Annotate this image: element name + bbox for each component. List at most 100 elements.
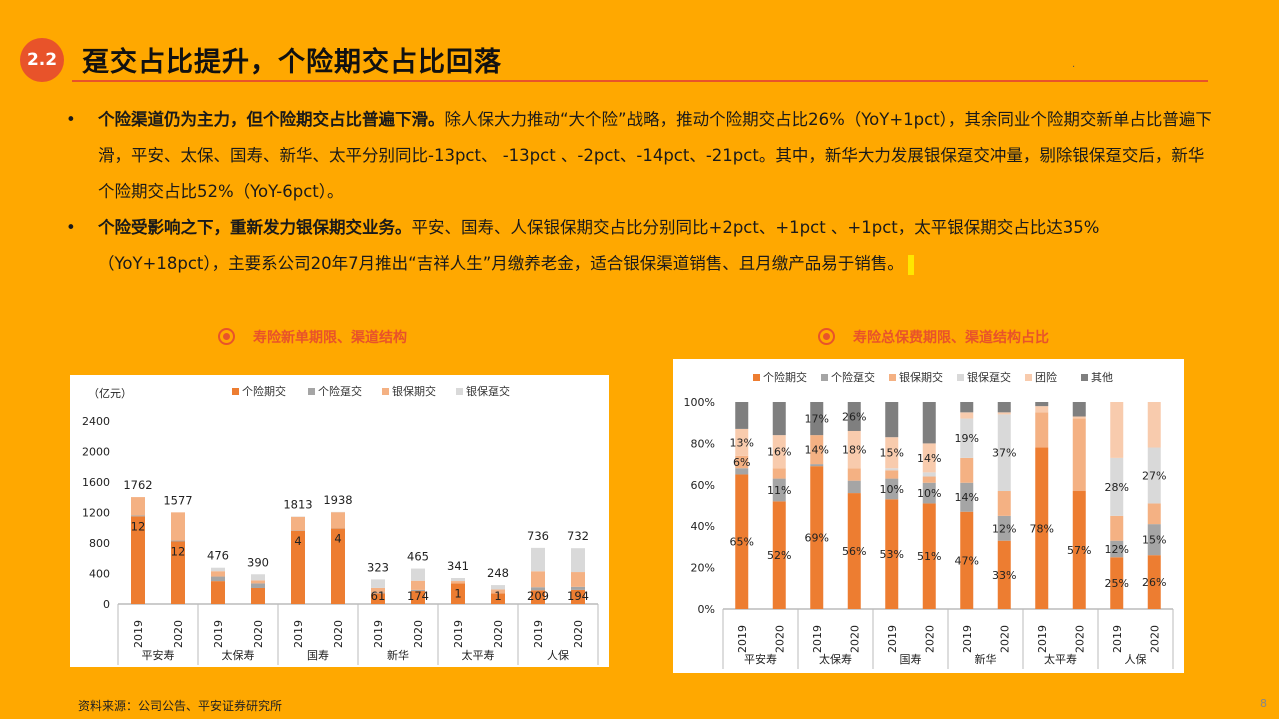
bar-segment — [1147, 555, 1161, 609]
x-tick-label: 2020 — [172, 620, 185, 648]
bar-total-label: 476 — [207, 549, 229, 563]
bar-total-label: 341 — [447, 559, 469, 573]
bar-segment — [491, 589, 505, 594]
bullet-item-1: • 个险渠道仍为主力，但个险期交占比普遍下滑。除人保大力推动“大个险”战略，推动… — [66, 102, 1216, 210]
y-tick-label: 100% — [684, 396, 715, 409]
bar-segment-label: 15% — [880, 447, 904, 460]
right-chart-panel: 个险期交 个险趸交 银保期交 银保趸交 团险 其他 0% 20% 40% 60% 80% 100% 20… — [673, 359, 1184, 673]
legend-label: 银保期交 — [899, 370, 943, 384]
legend-label: 个险期交 — [242, 384, 286, 398]
legend-label: 银保趸交 — [466, 384, 510, 398]
bar-total-label: 1813 — [283, 497, 312, 511]
x-tick-label: 2019 — [811, 625, 824, 653]
group-label: 新华 — [975, 652, 997, 666]
bar-segment-label: 69% — [805, 532, 829, 545]
bar-segment — [411, 591, 425, 604]
bar-segment — [772, 478, 786, 502]
bar-inner-label: 174 — [407, 589, 429, 603]
bar-segment — [1035, 447, 1049, 609]
bar-segment-label: 56% — [842, 545, 866, 558]
legend-swatch — [889, 374, 896, 381]
bar-segment — [251, 587, 265, 604]
bar-inner-label: 1 — [454, 586, 461, 600]
group-label: 平安寿 — [744, 652, 777, 666]
bar-total-label: 1938 — [323, 493, 352, 507]
bar-segment-label: 11% — [767, 484, 791, 497]
bar-segment — [735, 474, 749, 609]
bar-segment-label: 53% — [880, 548, 904, 561]
legend-swatch — [232, 388, 239, 395]
bar-segment-label: 12% — [992, 522, 1016, 535]
legend-label: 个险趸交 — [831, 370, 875, 384]
bar-segment — [1110, 557, 1124, 609]
bar-segment — [885, 468, 899, 471]
group-label: 人保 — [547, 648, 569, 662]
bar-inner-label: 194 — [567, 589, 589, 603]
bullet-dot-icon: • — [66, 110, 76, 129]
bar-segment — [960, 511, 974, 609]
bar-segment — [371, 593, 385, 604]
bar-inner-label: 12 — [171, 544, 186, 558]
text-cursor — [907, 254, 914, 275]
bar-segment — [1110, 402, 1124, 458]
bar-segment — [571, 548, 585, 573]
right-chart-title: 寿险总保费期限、渠道结构占比 — [818, 327, 1049, 347]
bar-segment-label: 27% — [1142, 469, 1166, 482]
bar-segment — [1072, 416, 1086, 419]
x-tick-label: 2020 — [412, 620, 425, 648]
bar-segment-label: 17% — [805, 413, 829, 426]
bar-segment — [847, 430, 861, 469]
left-chart-title: 寿险新单期限、渠道结构 — [218, 327, 407, 347]
source-note: 资料来源：公司公告、平安证券研究所 — [78, 699, 283, 713]
bullet-list: • 个险渠道仍为主力，但个险期交占比普遍下滑。除人保大力推动“大个险”战略，推动… — [66, 102, 1216, 282]
x-tick-label: 2020 — [492, 620, 505, 648]
bar-segment — [1072, 491, 1086, 609]
bar-segment — [131, 515, 145, 517]
bar-segment-label: 51% — [917, 550, 941, 563]
bar-segment — [847, 480, 861, 494]
bar-segment — [491, 593, 505, 604]
group-label: 太保寿 — [222, 648, 255, 662]
bar-segment — [211, 567, 225, 572]
bar-total-label: 1762 — [123, 478, 152, 492]
bar-segment — [810, 464, 824, 467]
bullet-1-text: 除人保大力推动“大个险”战略，推动个险期交占比26%（YoY+1pct），其余同… — [98, 110, 1212, 201]
bar-segment — [997, 402, 1011, 413]
bar-segment — [997, 414, 1011, 492]
bar-segment — [411, 580, 425, 590]
bar-segment-label: 13% — [730, 436, 754, 449]
x-tick-label: 2020 — [923, 625, 936, 653]
bar-segment — [1035, 412, 1049, 448]
bar-segment — [171, 540, 185, 542]
x-tick-label: 2019 — [736, 625, 749, 653]
left-chart-title-text: 寿险新单期限、渠道结构 — [253, 330, 407, 346]
left-stacked-bar-chart: 个险期交 个险趸交 银保期交 银保趸交 0 400 800 1200 1600 2000 2400 （… — [82, 384, 599, 665]
bar-segment — [291, 530, 305, 604]
x-tick-label: 2019 — [132, 620, 145, 648]
x-tick-label: 2020 — [252, 620, 265, 648]
group-label: 太保寿 — [819, 652, 852, 666]
bar-segment — [171, 512, 185, 541]
bar-segment — [847, 468, 861, 481]
group-label: 国寿 — [307, 648, 329, 662]
x-tick-label: 2020 — [773, 625, 786, 653]
bar-segment — [571, 586, 585, 590]
legend-label: 个险期交 — [763, 370, 807, 384]
bar-segment — [531, 590, 545, 604]
bar-segment — [997, 515, 1011, 541]
x-tick-label: 2019 — [532, 620, 545, 648]
target-ring-icon — [818, 328, 835, 345]
x-tick-label: 2019 — [961, 625, 974, 653]
bar-segment — [772, 501, 786, 609]
bar-segment — [735, 402, 749, 429]
legend-swatch — [1081, 374, 1088, 381]
bar-segment — [131, 497, 145, 516]
section-number-badge: 2.2 — [20, 38, 64, 82]
bar-segment — [331, 528, 345, 604]
right-percent-bar-chart: 个险期交 个险趸交 银保期交 银保趸交 团险 其他 0% 20% 40% 60% 80% 100% 20… — [684, 370, 1174, 669]
bar-segment — [1110, 540, 1124, 558]
y-tick-label: 0 — [103, 598, 110, 611]
bar-segment — [491, 585, 505, 590]
bar-inner-label: 12 — [131, 519, 146, 533]
group-label: 太平寿 — [1044, 652, 1077, 666]
